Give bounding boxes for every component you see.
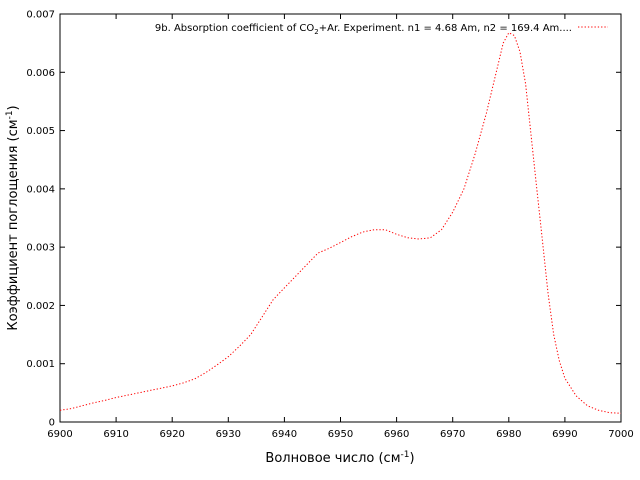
- y-tick-label: 0: [49, 418, 55, 429]
- y-tick-label: 0.006: [26, 68, 55, 79]
- x-tick-label: 6960: [384, 429, 409, 440]
- y-tick-label: 0.007: [26, 10, 55, 21]
- x-tick-label: 6950: [328, 429, 353, 440]
- x-tick-label: 6990: [552, 429, 577, 440]
- y-axis-title: Коэффициент поглощения (см-1): [5, 105, 21, 330]
- x-tick-label: 6970: [440, 429, 465, 440]
- y-tick-label: 0.004: [26, 184, 55, 195]
- x-tick-label: 6920: [159, 429, 184, 440]
- plot-frame: [59, 13, 622, 423]
- series-layer: [59, 32, 622, 414]
- x-tick-label: 6900: [47, 429, 72, 440]
- legend-label: 9b. Absorption coefficient of CO2+Ar. Ex…: [155, 23, 572, 36]
- x-tick-label: 6980: [496, 429, 521, 440]
- x-tick-label: 6940: [272, 429, 297, 440]
- y-tick-label: 0.001: [26, 359, 55, 370]
- y-tick-label: 0.003: [26, 243, 55, 254]
- y-tick-label: 0.005: [26, 126, 55, 137]
- x-tick-label: 6910: [103, 429, 128, 440]
- x-tick-label: 6930: [216, 429, 241, 440]
- y-axis-ticks: 0 0.001 0.002 0.003 0.004 0.005 0.006 0.007: [26, 10, 621, 429]
- x-axis-ticks: 6900 6910 6920 6930 6940 6950 6960 6970 6980 6990…: [47, 14, 634, 440]
- x-tick-label: 7000: [608, 429, 633, 440]
- x-axis-title: Волновое число (см-1): [265, 450, 414, 466]
- y-tick-label: 0.002: [26, 301, 55, 312]
- legend: 9b. Absorption coefficient of CO2+Ar. Ex…: [155, 23, 608, 36]
- series-line: [59, 32, 622, 414]
